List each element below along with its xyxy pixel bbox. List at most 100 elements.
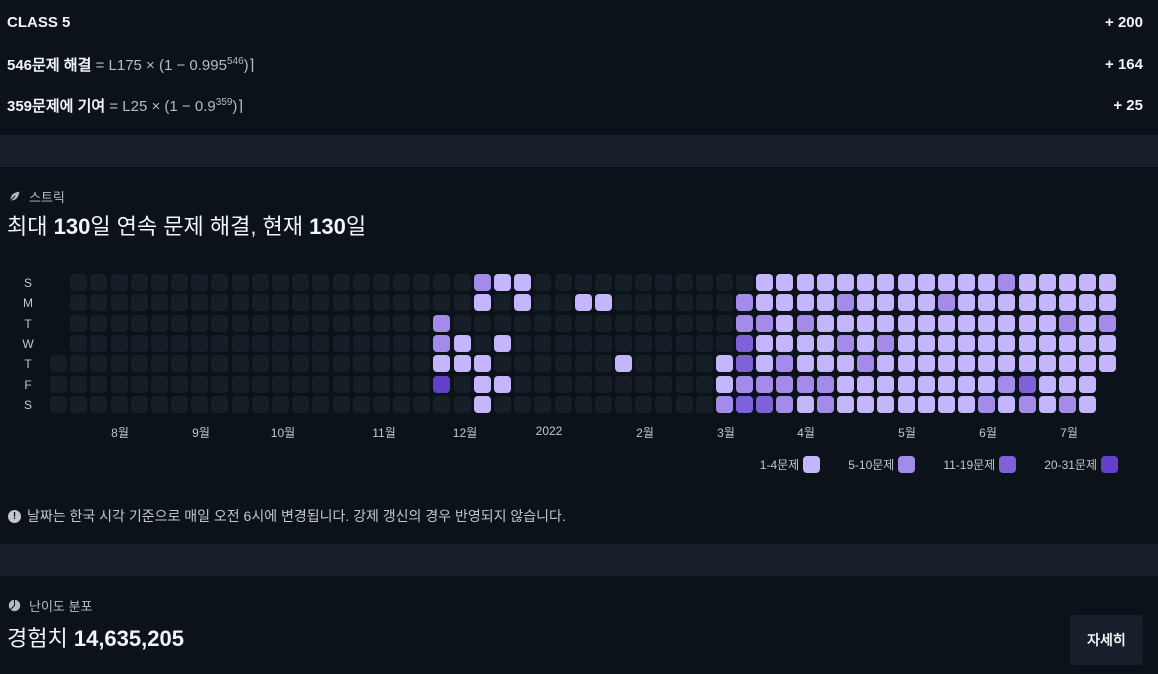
streak-day-cell[interactable] [372,274,390,291]
streak-day-cell[interactable] [312,314,330,332]
streak-day-cell[interactable] [857,334,875,352]
streak-day-cell[interactable] [776,294,794,312]
streak-day-cell[interactable] [292,314,310,332]
streak-day-cell[interactable] [837,274,855,291]
streak-day-cell[interactable] [554,375,572,393]
streak-day-cell[interactable] [937,375,955,393]
streak-day-cell[interactable] [211,294,229,312]
streak-day-cell[interactable] [816,334,834,352]
streak-day-cell[interactable] [312,355,330,373]
streak-day-cell[interactable] [292,395,310,413]
streak-day-cell[interactable] [110,294,128,312]
streak-day-cell[interactable] [675,274,693,291]
streak-day-cell[interactable] [292,355,310,373]
streak-day-cell[interactable] [433,314,451,332]
streak-day-cell[interactable] [837,355,855,373]
streak-day-cell[interactable] [372,375,390,393]
streak-day-cell[interactable] [675,355,693,373]
streak-day-cell[interactable] [493,314,511,332]
streak-day-cell[interactable] [675,334,693,352]
streak-day-cell[interactable] [70,355,88,373]
streak-day-cell[interactable] [271,355,289,373]
streak-day-cell[interactable] [917,375,935,393]
streak-day-cell[interactable] [615,294,633,312]
streak-day-cell[interactable] [312,334,330,352]
streak-day-cell[interactable] [695,294,713,312]
streak-day-cell[interactable] [594,355,612,373]
streak-day-cell[interactable] [70,274,88,291]
streak-day-cell[interactable] [332,355,350,373]
streak-day-cell[interactable] [756,314,774,332]
streak-day-cell[interactable] [1018,355,1036,373]
streak-day-cell[interactable] [837,314,855,332]
streak-day-cell[interactable] [635,395,653,413]
streak-day-cell[interactable] [191,375,209,393]
streak-day-cell[interactable] [171,395,189,413]
streak-day-cell[interactable] [958,314,976,332]
streak-day-cell[interactable] [998,334,1016,352]
streak-day-cell[interactable] [332,375,350,393]
streak-day-cell[interactable] [1059,274,1076,291]
streak-day-cell[interactable] [413,314,431,332]
streak-day-cell[interactable] [352,274,370,291]
streak-day-cell[interactable] [978,274,996,291]
streak-day-cell[interactable] [1018,395,1036,413]
streak-day-cell[interactable] [998,375,1016,393]
streak-day-cell[interactable] [675,294,693,312]
streak-day-cell[interactable] [1079,314,1097,332]
streak-day-cell[interactable] [352,294,370,312]
details-button[interactable]: 자세히 [1070,615,1143,665]
streak-day-cell[interactable] [514,334,532,352]
streak-day-cell[interactable] [796,395,814,413]
streak-day-cell[interactable] [715,314,733,332]
streak-day-cell[interactable] [372,395,390,413]
streak-day-cell[interactable] [958,375,976,393]
streak-day-cell[interactable] [857,314,875,332]
streak-day-cell[interactable] [715,395,733,413]
streak-day-cell[interactable] [493,334,511,352]
streak-day-cell[interactable] [211,274,229,291]
streak-day-cell[interactable] [837,395,855,413]
streak-day-cell[interactable] [171,294,189,312]
streak-day-cell[interactable] [816,355,834,373]
streak-day-cell[interactable] [413,355,431,373]
streak-day-cell[interactable] [958,274,976,291]
streak-day-cell[interactable] [958,395,976,413]
streak-day-cell[interactable] [70,334,88,352]
streak-day-cell[interactable] [937,355,955,373]
streak-day-cell[interactable] [413,294,431,312]
streak-day-cell[interactable] [877,375,895,393]
streak-day-cell[interactable] [695,274,713,291]
streak-day-cell[interactable] [493,395,511,413]
streak-day-cell[interactable] [635,355,653,373]
streak-day-cell[interactable] [655,375,673,393]
streak-day-cell[interactable] [776,334,794,352]
streak-day-cell[interactable] [453,294,471,312]
streak-day-cell[interactable] [493,355,511,373]
streak-day-cell[interactable] [90,274,108,291]
streak-day-cell[interactable] [837,334,855,352]
streak-day-cell[interactable] [332,314,350,332]
streak-day-cell[interactable] [191,314,209,332]
streak-day-cell[interactable] [857,375,875,393]
streak-day-cell[interactable] [715,294,733,312]
streak-day-cell[interactable] [877,395,895,413]
streak-day-cell[interactable] [110,355,128,373]
streak-day-cell[interactable] [937,274,955,291]
streak-day-cell[interactable] [473,355,491,373]
streak-day-cell[interactable] [171,375,189,393]
streak-day-cell[interactable] [271,375,289,393]
streak-day-cell[interactable] [130,395,148,413]
streak-day-cell[interactable] [1059,355,1076,373]
streak-day-cell[interactable] [917,395,935,413]
streak-day-cell[interactable] [191,334,209,352]
streak-day-cell[interactable] [1038,355,1056,373]
streak-day-cell[interactable] [231,395,249,413]
streak-day-cell[interactable] [493,294,511,312]
streak-day-cell[interactable] [70,314,88,332]
streak-day-cell[interactable] [776,274,794,291]
streak-day-cell[interactable] [675,314,693,332]
streak-day-cell[interactable] [514,395,532,413]
streak-day-cell[interactable] [292,375,310,393]
streak-day-cell[interactable] [191,274,209,291]
